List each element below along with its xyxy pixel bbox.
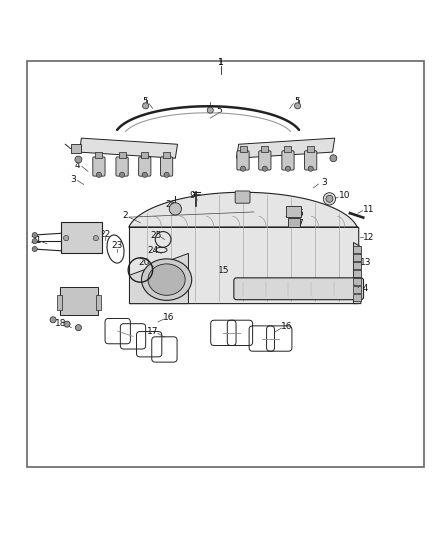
Bar [353,262,361,269]
Circle shape [326,195,333,203]
Text: 5: 5 [142,98,148,107]
Bar [307,146,314,152]
Bar [141,152,148,158]
Polygon shape [129,192,359,304]
Bar [353,294,361,302]
Circle shape [120,172,125,177]
Text: 13: 13 [360,257,372,266]
FancyBboxPatch shape [60,222,102,253]
FancyBboxPatch shape [60,287,98,315]
FancyBboxPatch shape [93,157,105,176]
FancyBboxPatch shape [288,218,300,227]
Text: 21: 21 [31,236,42,245]
Circle shape [240,166,246,171]
Bar [57,295,62,310]
Text: 5: 5 [216,106,222,115]
Text: 20: 20 [138,257,150,266]
Bar [95,152,102,158]
Text: 19: 19 [76,298,87,307]
Circle shape [64,321,70,327]
Text: 12: 12 [363,233,374,242]
Circle shape [50,317,56,323]
Bar [353,246,361,253]
Text: 1: 1 [218,58,224,67]
Circle shape [330,155,337,161]
Bar [353,278,361,285]
Text: 7: 7 [297,219,303,228]
Circle shape [164,172,169,177]
FancyBboxPatch shape [282,151,294,170]
Text: 18: 18 [55,319,67,328]
Circle shape [64,236,69,241]
FancyBboxPatch shape [237,151,249,170]
Circle shape [286,166,290,171]
Circle shape [207,107,213,113]
Polygon shape [237,138,335,158]
Text: 8: 8 [242,192,248,201]
FancyBboxPatch shape [234,278,364,300]
Text: 10: 10 [339,191,350,200]
Text: 16: 16 [281,322,293,331]
FancyBboxPatch shape [259,151,271,170]
Text: 9: 9 [189,191,195,200]
Text: 3: 3 [321,178,327,187]
Polygon shape [130,253,188,304]
Circle shape [142,172,148,177]
Circle shape [96,172,102,177]
Circle shape [294,103,300,109]
Text: 23: 23 [112,241,123,251]
Circle shape [308,166,313,171]
Text: 11: 11 [363,205,374,214]
Text: 6: 6 [297,209,303,218]
Bar [285,146,291,152]
Circle shape [32,246,37,252]
Polygon shape [353,243,361,304]
Circle shape [323,193,336,205]
FancyBboxPatch shape [235,191,250,203]
Text: 5: 5 [295,98,300,107]
Bar [353,254,361,261]
Circle shape [262,166,268,171]
Text: 15: 15 [218,266,229,276]
FancyBboxPatch shape [304,151,317,170]
Bar [353,286,361,294]
Circle shape [143,103,149,109]
Polygon shape [79,138,177,158]
FancyBboxPatch shape [286,206,300,217]
FancyBboxPatch shape [139,157,151,176]
Text: 22: 22 [99,230,110,239]
FancyBboxPatch shape [116,157,128,176]
FancyBboxPatch shape [160,157,173,176]
Circle shape [75,325,81,330]
Text: 2: 2 [122,211,128,220]
Bar [119,152,126,158]
Text: 16: 16 [163,313,174,322]
Text: 17: 17 [147,327,159,336]
Bar [240,146,247,152]
Text: 24: 24 [147,246,158,255]
Text: 4: 4 [74,161,80,169]
Circle shape [32,239,37,244]
Ellipse shape [141,259,192,300]
Circle shape [169,203,181,215]
Circle shape [32,232,37,238]
Bar [261,146,268,152]
Text: 1: 1 [218,58,224,67]
Text: 26: 26 [165,200,177,209]
Text: 25: 25 [150,231,161,239]
Bar [163,152,170,158]
Text: 3: 3 [70,175,76,184]
Ellipse shape [148,264,185,295]
Text: 14: 14 [358,284,370,293]
Circle shape [75,156,82,163]
Bar [353,270,361,277]
Circle shape [93,236,99,241]
Bar [96,295,101,310]
Bar [71,144,81,153]
